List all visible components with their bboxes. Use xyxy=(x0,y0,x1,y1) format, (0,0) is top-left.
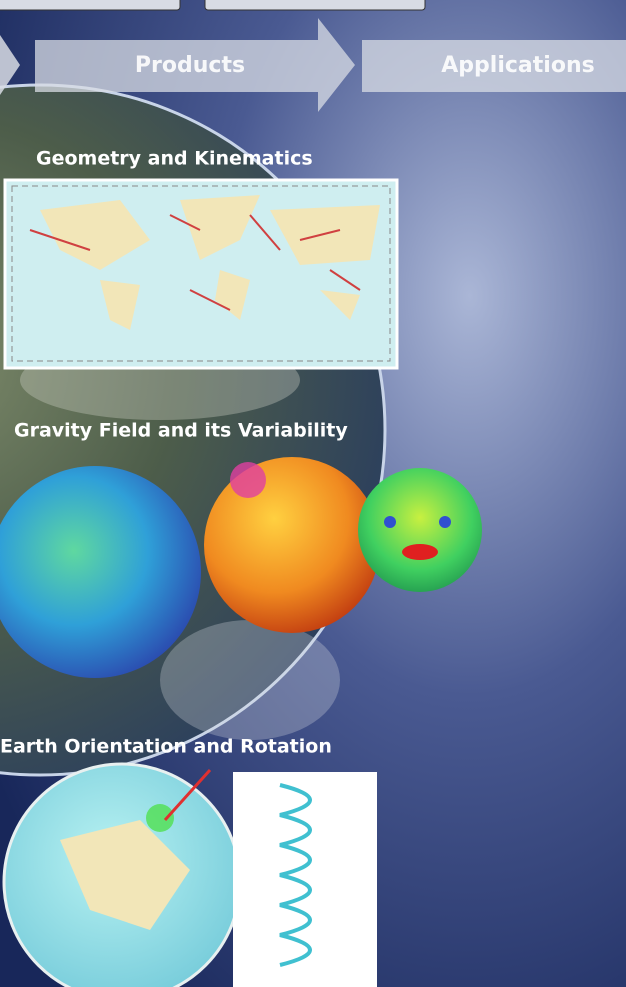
section-title: Earth Orientation and Rotation xyxy=(0,736,332,758)
arrow xyxy=(0,35,20,95)
map-frame xyxy=(11,185,391,362)
gravity-sphere xyxy=(0,466,201,678)
top-box xyxy=(204,0,426,11)
anomaly xyxy=(384,516,396,528)
flow-step: Products xyxy=(135,53,245,78)
plate-vectors xyxy=(29,214,361,311)
flow-step: Applications xyxy=(441,53,594,78)
pole-arrow xyxy=(163,768,212,822)
anomaly xyxy=(230,462,266,498)
gravity-sphere xyxy=(358,468,482,592)
section-title: Gravity Field and its Variability xyxy=(14,420,348,442)
anomaly xyxy=(402,544,438,560)
gravity-sphere xyxy=(204,457,380,633)
arrow xyxy=(35,18,355,112)
continents xyxy=(60,820,190,930)
polar-motion-curve xyxy=(279,783,312,967)
anomaly xyxy=(439,516,451,528)
flow-box xyxy=(362,40,626,92)
pole xyxy=(146,804,174,832)
continents xyxy=(40,195,380,330)
section-title: Geometry and Kinematics xyxy=(36,148,313,170)
clouds xyxy=(160,620,340,740)
top-box xyxy=(0,0,181,11)
